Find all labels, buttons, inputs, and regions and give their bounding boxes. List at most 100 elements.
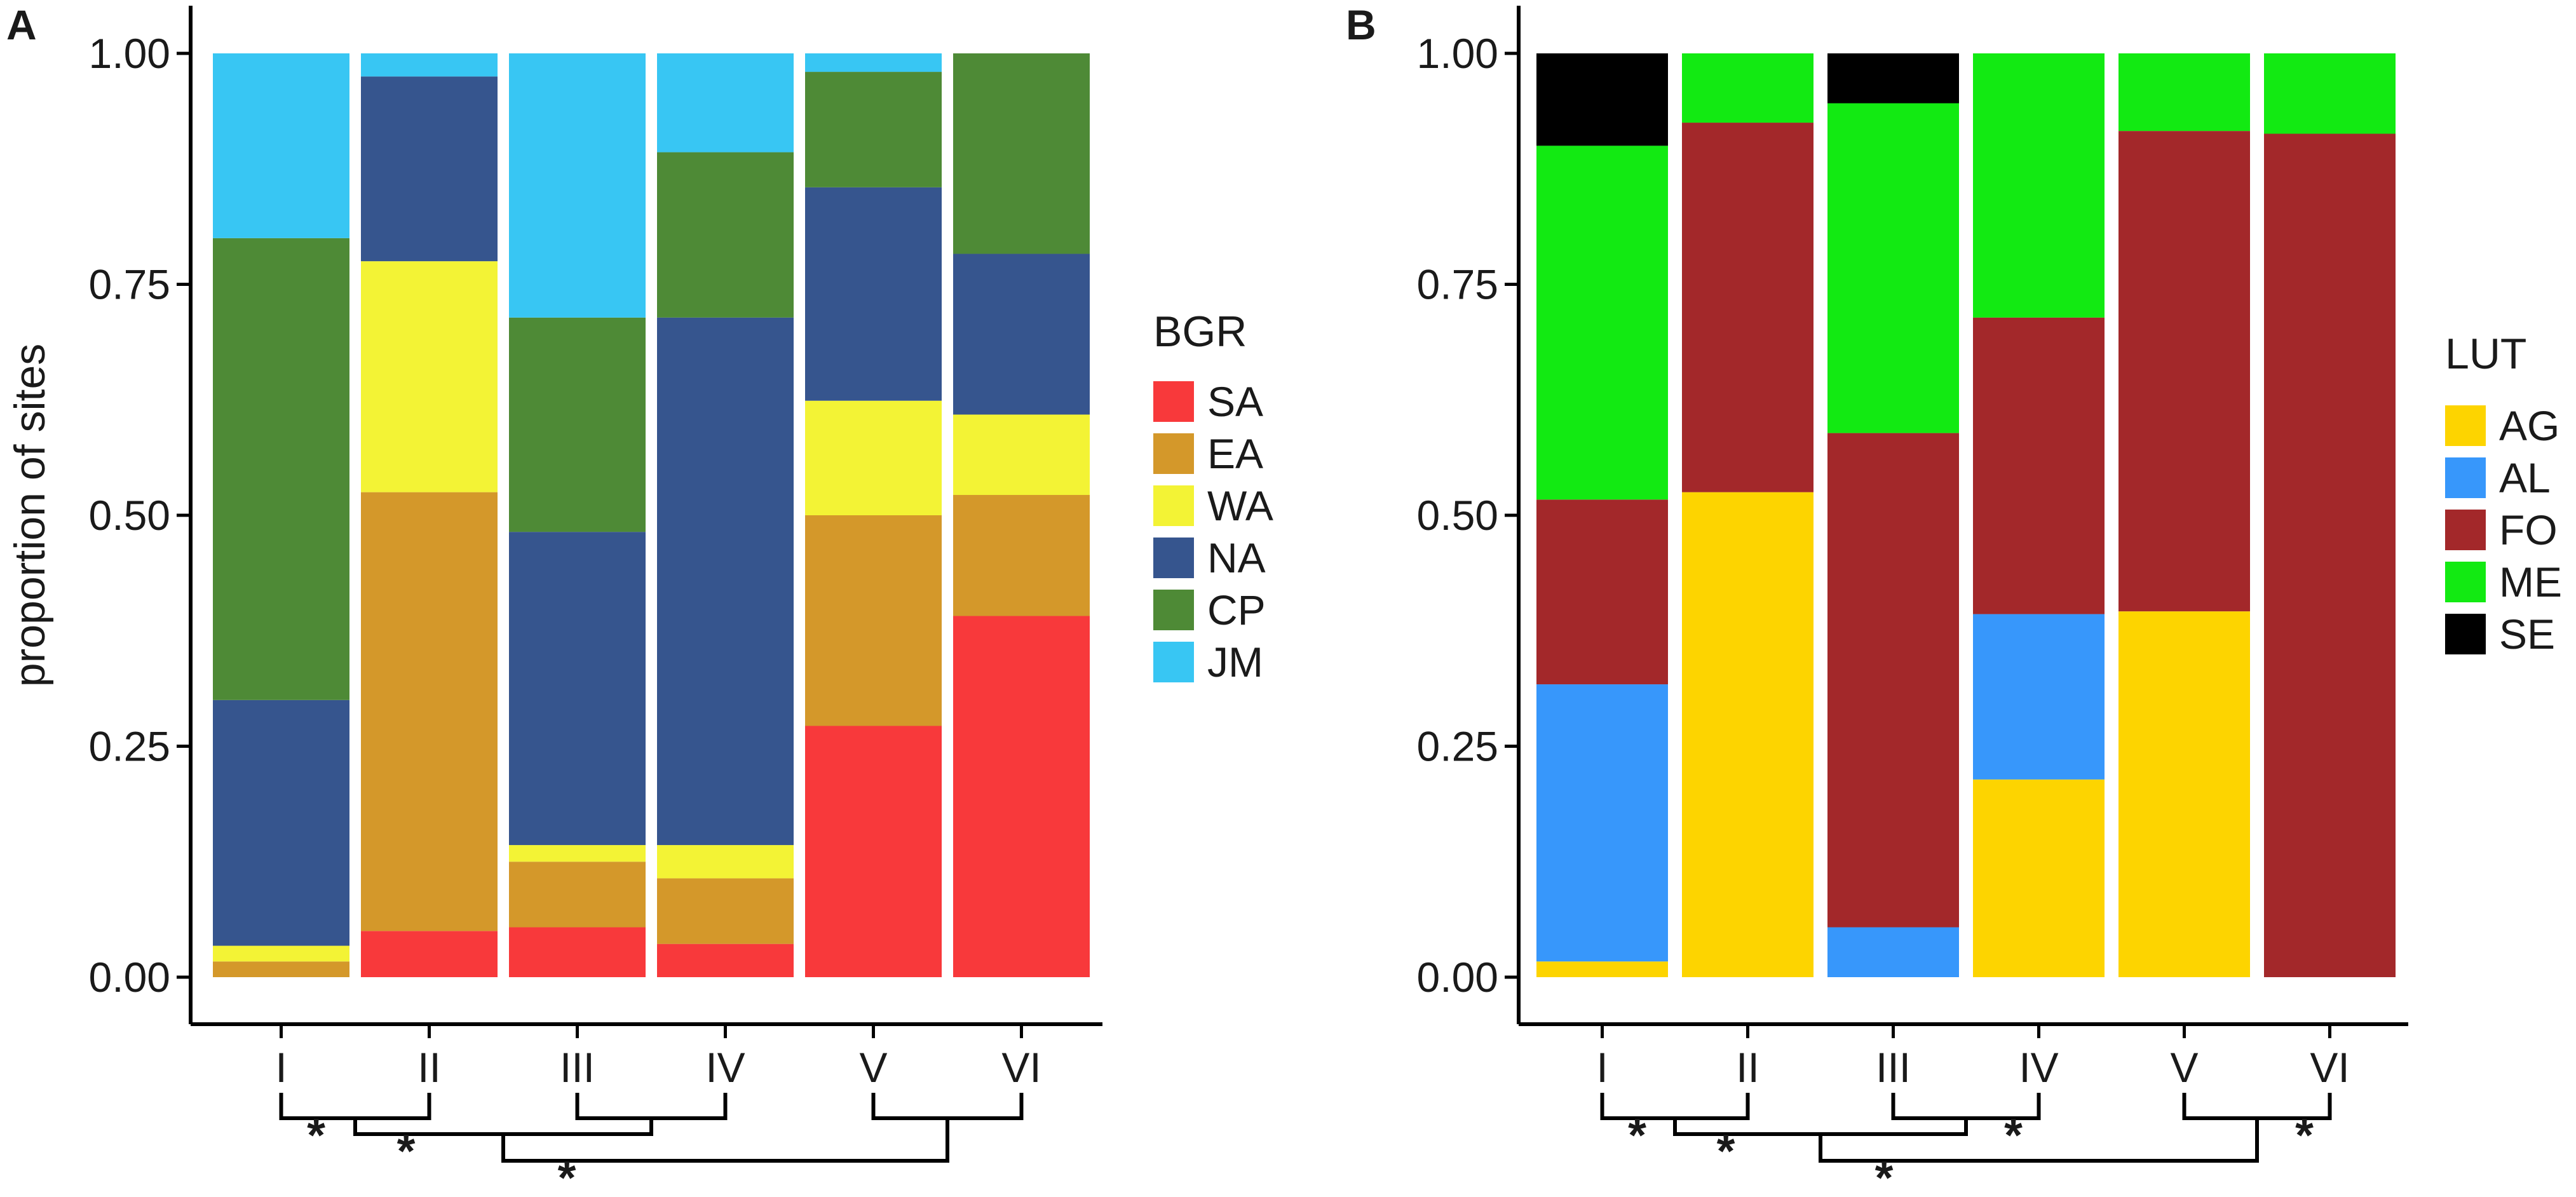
bar-segment-na-vi	[953, 254, 1090, 415]
x-tick-label-i: I	[275, 1044, 287, 1091]
bar-segment-me-iv	[1973, 53, 2105, 318]
significance-bracket	[1600, 1093, 1750, 1120]
y-tick-label: 0.25	[1417, 723, 1498, 770]
significance-star: *	[558, 1151, 576, 1197]
panel-b: B0.000.250.500.751.00I II III IV V VI* * ***LUT…	[1346, 1, 2562, 1197]
bar-segment-jm-iii	[509, 53, 646, 318]
bar-segment-ag-ii	[1682, 492, 1813, 977]
y-tick-label: 0.75	[89, 261, 170, 308]
bar-segment-cp-i	[213, 238, 349, 700]
bar-segment-al-i	[1536, 684, 1668, 962]
significance-bracket	[575, 1093, 728, 1120]
legend-label-fo: FO	[2499, 506, 2558, 553]
significance-star: *	[1717, 1125, 1735, 1177]
y-tick-label: 0.50	[1417, 492, 1498, 539]
bar-segment-ea-vi	[953, 495, 1090, 616]
significance-bracket	[871, 1093, 1024, 1120]
bar-segment-cp-iv	[657, 152, 794, 318]
legend-label-se: SE	[2499, 611, 2555, 658]
bar-segment-fo-v	[2118, 131, 2250, 612]
bar-segment-wa-i	[213, 945, 349, 962]
bar-segment-wa-iii	[509, 845, 646, 862]
bar-segment-fo-iii	[1827, 433, 1959, 928]
bar-segment-jm-iv	[657, 53, 794, 152]
legend-label-ea: EA	[1207, 430, 1263, 477]
bar-segment-sa-iii	[509, 927, 646, 977]
bar-segment-sa-v	[805, 726, 942, 977]
bar-segment-jm-ii	[361, 53, 498, 77]
bar-segment-ea-i	[213, 961, 349, 977]
y-tick-label: 1.00	[89, 30, 170, 77]
legend-label-me: ME	[2499, 558, 2562, 605]
significance-bracket	[279, 1093, 431, 1120]
bar-segment-me-ii	[1682, 53, 1813, 123]
legend-title: BGR	[1153, 308, 1247, 356]
x-tick-label-ii: II	[1736, 1044, 1759, 1091]
x-tick-label-iii: III	[560, 1044, 595, 1091]
x-tick-label-iv: IV	[705, 1044, 745, 1091]
panel-letter: A	[6, 1, 37, 48]
bar-segment-wa-ii	[361, 261, 498, 492]
bar-segment-fo-iv	[1973, 317, 2105, 614]
bar-segment-na-v	[805, 187, 942, 401]
legend-swatch-se	[2445, 614, 2486, 654]
significance-star: *	[307, 1109, 325, 1161]
significance-star: *	[1875, 1151, 1894, 1197]
bar-segment-se-iii	[1827, 53, 1959, 104]
bar-segment-na-iv	[657, 317, 794, 846]
y-tick-label: 0.00	[1417, 954, 1498, 1001]
bar-segment-me-i	[1536, 145, 1668, 500]
bar-segment-na-i	[213, 700, 349, 946]
x-tick-label-iv: IV	[2019, 1044, 2058, 1091]
legend-label-sa: SA	[1207, 378, 1263, 425]
legend-label-cp: CP	[1207, 586, 1266, 633]
bar-segment-cp-vi	[953, 53, 1090, 254]
bar-segment-ag-iv	[1973, 779, 2105, 977]
bar-segment-ag-i	[1536, 961, 1668, 977]
legend-swatch-al	[2445, 457, 2486, 498]
legend-swatch-jm	[1153, 642, 1194, 682]
x-tick-label-v: V	[2170, 1044, 2198, 1091]
y-tick-label: 0.75	[1417, 261, 1498, 308]
legend-swatch-wa	[1153, 485, 1194, 526]
legend-label-al: AL	[2499, 454, 2551, 501]
bar-segment-me-vi	[2264, 53, 2396, 134]
bar-segment-jm-i	[213, 53, 349, 238]
bar-segment-fo-i	[1536, 499, 1668, 685]
significance-star: *	[1628, 1109, 1646, 1161]
y-tick-label: 0.00	[89, 954, 170, 1001]
x-tick-label-vi: VI	[2310, 1044, 2349, 1091]
bar-segment-sa-iv	[657, 943, 794, 977]
y-tick-label: 1.00	[1417, 30, 1498, 77]
bar-segment-ea-iv	[657, 878, 794, 944]
legend-swatch-na	[1153, 538, 1194, 578]
x-tick-label-ii: II	[417, 1044, 441, 1091]
x-tick-label-iii: III	[1876, 1044, 1911, 1091]
bar-segment-al-iv	[1973, 614, 2105, 780]
bar-segment-ag-v	[2118, 611, 2250, 977]
bar-segment-cp-v	[805, 72, 942, 187]
x-tick-label-v: V	[859, 1044, 887, 1091]
x-tick-label-i: I	[1596, 1044, 1608, 1091]
bar-segment-ea-iii	[509, 862, 646, 928]
significance-bracket	[1819, 1118, 2259, 1163]
bar-segment-cp-iii	[509, 317, 646, 532]
bar-segment-me-v	[2118, 53, 2250, 132]
bar-segment-jm-v	[805, 53, 942, 72]
bar-segment-na-ii	[361, 76, 498, 262]
legend-swatch-ag	[2445, 405, 2486, 446]
bar-segment-sa-ii	[361, 931, 498, 977]
bar-segment-wa-iv	[657, 845, 794, 879]
legend-title: LUT	[2445, 330, 2526, 378]
legend-label-jm: JM	[1207, 639, 1263, 686]
significance-star: *	[2295, 1109, 2314, 1161]
legend-label-wa: WA	[1207, 482, 1273, 529]
bar-segment-na-iii	[509, 532, 646, 846]
significance-bracket	[501, 1118, 949, 1163]
bar-segment-sa-vi	[953, 616, 1090, 977]
x-tick-label-vi: VI	[1001, 1044, 1041, 1091]
bar-segment-fo-ii	[1682, 123, 1813, 492]
legend-swatch-fo	[2445, 510, 2486, 550]
significance-star: *	[2004, 1109, 2023, 1161]
